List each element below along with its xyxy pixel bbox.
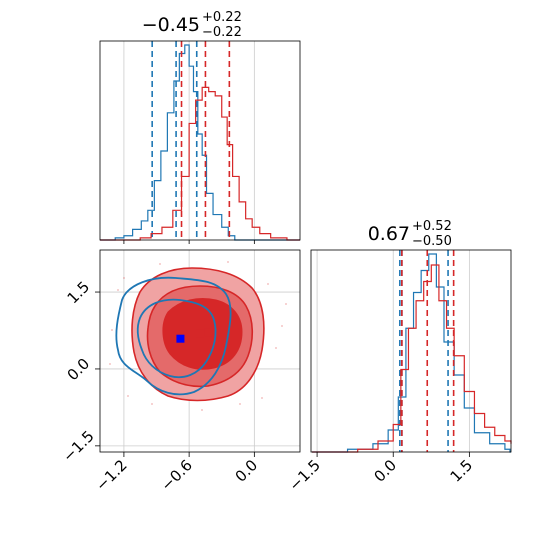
tick-label-x0-2: 0.0 [232,456,262,486]
title-0-plus: +0.22 [202,10,242,25]
tick-label-x1-2: 1.5 [447,456,477,486]
title-1-plus: +0.52 [412,219,452,234]
best-fit-marker-extra [204,328,213,337]
hist-p0-series-0 [100,44,300,241]
tick-label-x1-0: −1.5 [285,456,323,494]
tick-label-x0-1: −0.6 [157,456,195,494]
tick-label-x1-1: 0.0 [370,456,400,486]
title-param-0: −0.45 +0.22 −0.22 [142,10,242,40]
title-0-value: −0.45 [142,14,200,36]
blue-inner-contour [136,298,217,379]
tick-label-y1-1: 0.0 [64,355,94,385]
hist-p0-series-1 [100,86,300,241]
tick-label-x0-0: −1.2 [92,456,130,494]
title-1-value: 0.67 [368,223,410,245]
best-fit-marker-0 [176,334,185,343]
hist-p1-series-1 [312,264,512,453]
ticks-layer: −1.2 −0.6 0.0 −1.5 −1.5 0.0 0.0 1.5 1.5 [59,240,476,495]
panel-frame-low [99,249,301,453]
panel-frame-top [99,40,301,241]
tick-label-y1-2: 1.5 [64,278,94,308]
best-fit-marker-1 [196,329,204,338]
title-param-1: 0.67 +0.52 −0.50 [368,219,452,249]
title-1-minus: −0.50 [412,234,452,249]
panel-frame-side [310,249,512,453]
hist-p1-series-0 [312,253,511,453]
histogram-layer [100,41,512,453]
axes-layer [99,40,512,453]
tick-label-y1-0: −1.5 [59,427,97,465]
blue-outer-contour [115,276,232,396]
scatter-points [109,261,287,411]
title-0-minus: −0.22 [202,25,242,40]
